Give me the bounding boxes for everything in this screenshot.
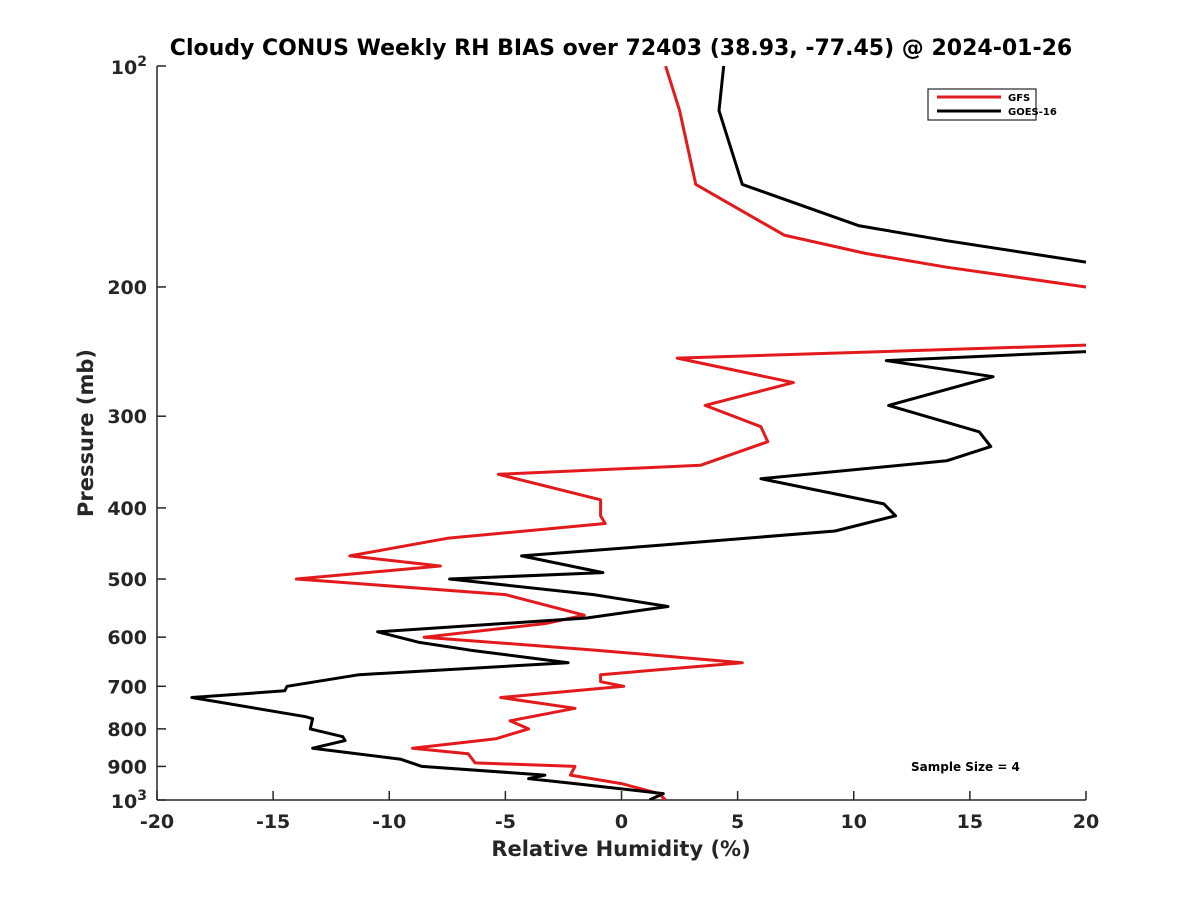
series-line-gfs-upper [664,66,1086,289]
y-tick-label: 200 [107,277,147,299]
series-line-goes-16-upper [717,66,1086,264]
sample-size-annotation: Sample Size = 4 [911,760,1020,774]
plot-area: -20 -15 -10 -5 0 5 10 15 20 200 300 400 500 600 700 800… [107,54,1099,833]
y-tick-label: 400 [107,498,147,520]
series-line-gfs-lower [294,343,1086,800]
y-tick-label: 103 [111,788,147,813]
y-tick-label: 700 [107,676,147,698]
y-tick-label: 600 [107,627,147,649]
x-tick-label: 20 [1073,811,1099,833]
y-tick-label: 500 [107,569,147,591]
x-tick-label: -10 [372,811,406,833]
legend-label-gfs: GFS [1008,93,1030,104]
legend-label-goes-16: GOES-16 [1008,107,1057,118]
x-tick-label: -20 [140,811,174,833]
y-tick-label: 900 [107,756,147,778]
legend: GFS GOES-16 [927,88,1057,121]
x-tick-label: 5 [731,811,744,833]
x-tick-label: 10 [841,811,867,833]
y-tick-label: 102 [111,54,147,79]
y-tick-label: 800 [107,719,147,741]
x-axis-label: Relative Humidity (%) [491,837,750,861]
chart-title: Cloudy CONUS Weekly RH BIAS over 72403 (… [170,36,1072,61]
legend-box [927,88,1037,121]
y-axis-label: Pressure (mb) [74,349,98,517]
y-tick-label: 300 [107,406,147,428]
x-tick-label: 15 [957,811,983,833]
x-tick-label: 0 [615,811,628,833]
x-tick-label: -5 [495,811,516,833]
series-line-goes-16-lower [190,350,1086,800]
x-tick-label: -15 [256,811,290,833]
